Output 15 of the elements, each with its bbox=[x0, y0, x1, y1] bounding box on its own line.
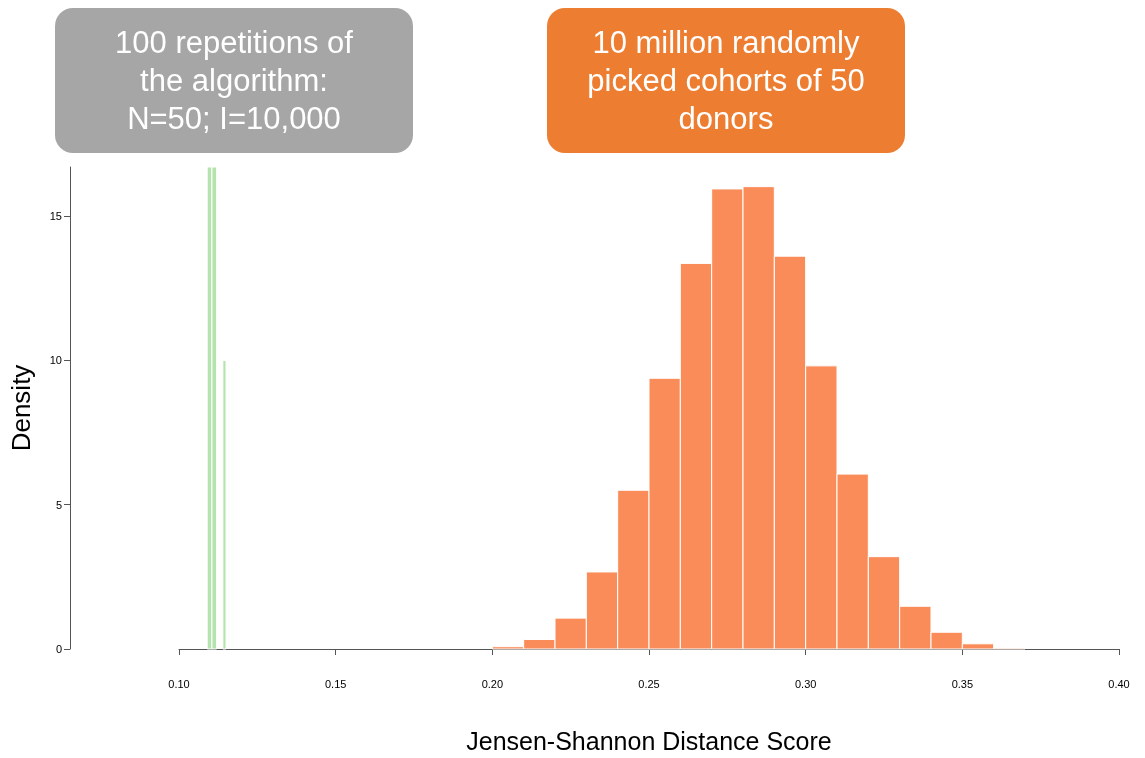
y-tick-label: 0 bbox=[55, 643, 62, 655]
x-tick-label: 0.30 bbox=[794, 677, 817, 690]
x-tick-label: 0.10 bbox=[168, 677, 190, 690]
y-tick-label: 10 bbox=[49, 354, 62, 367]
x-tick-label: 0.40 bbox=[1108, 677, 1130, 690]
x-axis-title: Jensen-Shannon Distance Score bbox=[466, 726, 832, 755]
text: 10 million randomly picked cohorts of 50 donors bbox=[547, 8, 905, 153]
y-axis-title: Density bbox=[6, 364, 36, 452]
x-tick-label: 0.25 bbox=[638, 677, 660, 690]
y-tick-label: 5 bbox=[55, 498, 62, 511]
y-tick-label: 15 bbox=[49, 210, 62, 223]
x-tick-label: 0.15 bbox=[324, 677, 347, 690]
text: 100 repetitions of the algorithm: N=50; I=10,000 bbox=[55, 8, 413, 153]
x-tick-label: 0.20 bbox=[481, 677, 504, 690]
x-tick-label: 0.35 bbox=[951, 677, 974, 690]
